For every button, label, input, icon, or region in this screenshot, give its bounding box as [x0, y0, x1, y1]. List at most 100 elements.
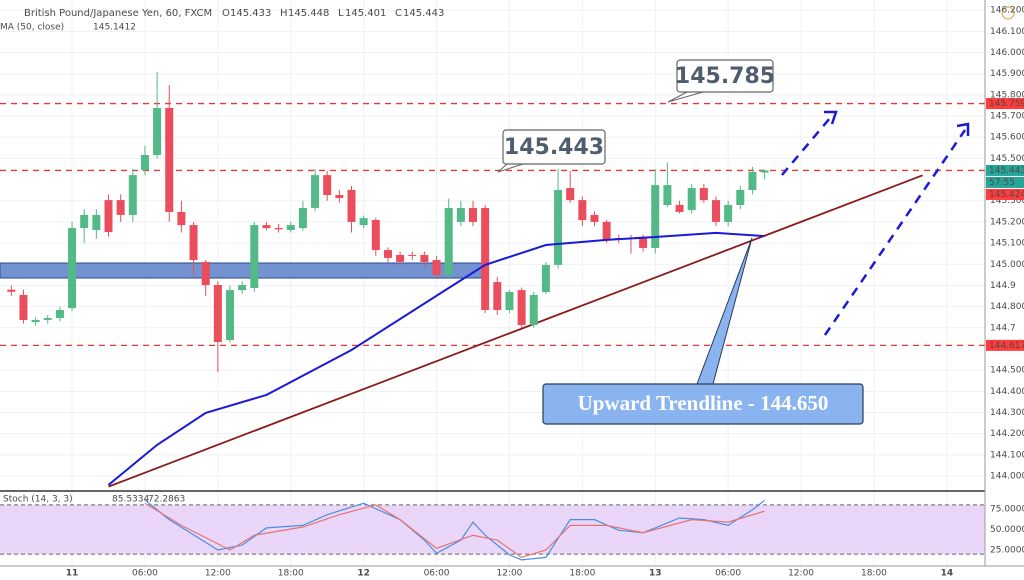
stoch-value: 72.2863 [148, 495, 185, 505]
ohlc-value: 145.448 [288, 8, 329, 19]
callout-box [676, 59, 774, 93]
candle-body [165, 107, 174, 212]
callout-box [542, 383, 864, 425]
candle-body [201, 261, 210, 286]
candle-body [724, 204, 733, 222]
candle-body [311, 175, 320, 208]
candle-body [699, 188, 708, 201]
candle-body [43, 318, 52, 320]
ohlc-label: H [280, 8, 288, 19]
stoch-band [0, 504, 985, 555]
candle-body [408, 254, 417, 256]
y-tick-label: 145.200 [990, 217, 1024, 227]
candle-body [80, 214, 89, 229]
overlay: British Pound/Japanese Yen, 60, FXCM Sto… [0, 0, 1024, 567]
arrow-head [956, 122, 970, 136]
price-badge [986, 164, 1024, 176]
stoch-panel [0, 499, 985, 561]
currency-icon[interactable] [1001, 6, 1015, 20]
y-tick-label: 144.400 [990, 387, 1024, 397]
candle-body [420, 254, 429, 262]
arrow-head [824, 110, 838, 125]
grid [0, 0, 985, 566]
candle-body [104, 200, 113, 233]
price-badge-label: 144.617 [989, 341, 1024, 351]
x-tick-label: 12:00 [788, 569, 814, 579]
y-tick-label: 145.000 [990, 260, 1024, 270]
candle-body [481, 207, 490, 311]
y-tick-label: 145.300 [990, 196, 1024, 206]
candle-body [177, 211, 186, 226]
y-tick-label: 145.600 [990, 133, 1024, 143]
price-badge [986, 188, 1024, 200]
y-tick-label: 145.100 [990, 239, 1024, 249]
candle-body [493, 282, 502, 311]
callout-text: 145.785 [675, 64, 775, 89]
x-tick-label: 06:00 [132, 569, 158, 579]
candle-body [663, 185, 672, 205]
candle-body [432, 260, 441, 276]
ma-legend: MA (50, close) [0, 23, 64, 33]
candle-body [736, 189, 745, 205]
candle-body [55, 310, 64, 319]
ohlc-label: O [222, 8, 230, 19]
candle-body [213, 285, 222, 342]
candle-body [238, 285, 247, 291]
candle-body [651, 185, 660, 248]
candle-body [505, 292, 514, 311]
callout-text: 145.443 [504, 135, 604, 160]
stoch-title: Stoch (14, 3, 3) [3, 495, 73, 505]
candle-body [541, 264, 550, 293]
price-badge [986, 339, 1024, 351]
y-tick-label: 145.800 [990, 90, 1024, 100]
y-tick-label: 145.500 [990, 154, 1024, 164]
candle-body [517, 290, 526, 326]
candle-body [128, 175, 137, 215]
candle-body [529, 294, 538, 326]
candle-body [189, 225, 198, 261]
x-tick-label: 13 [649, 569, 662, 579]
candle-body [444, 207, 453, 276]
candle-body [554, 189, 563, 265]
ohlc-value: 145.433 [230, 8, 271, 19]
ohlc-value: 145.443 [403, 8, 444, 19]
y-tick-label: 144.200 [990, 429, 1024, 439]
x-tick-label: 12:00 [496, 569, 522, 579]
candle-body [116, 200, 125, 215]
candle-body [274, 228, 283, 230]
candle-body [19, 294, 28, 320]
x-tick-label: 12 [357, 569, 370, 579]
ohlc-label: L [338, 8, 344, 19]
candle-body [347, 189, 356, 222]
x-tick-label: 18:00 [278, 569, 304, 579]
y-tick-label: 144.000 [990, 472, 1024, 482]
arrow [781, 117, 831, 176]
callout-text: Upward Trendline - 144.650 [578, 391, 829, 415]
candle-body [456, 207, 465, 222]
stoch-line [144, 502, 765, 559]
candle-body [675, 204, 684, 212]
candle-body [335, 195, 344, 198]
candle-body [140, 155, 149, 171]
candle-body [371, 220, 380, 251]
candle-body [748, 171, 757, 190]
candle-body [396, 254, 405, 262]
x-tick-label: 18:00 [569, 569, 595, 579]
candle-body [359, 218, 368, 226]
callout-box [502, 129, 606, 165]
chart-title: British Pound/Japanese Yen, 60, FXCM [24, 8, 212, 19]
ohlc-value: 145.401 [345, 8, 386, 19]
y-tick-label: 146.000 [990, 48, 1024, 58]
candle-body [68, 228, 77, 309]
x-tick-label: 18:00 [861, 569, 887, 579]
candle-body [590, 214, 599, 222]
y-tick-label: 146.100 [990, 27, 1024, 37]
price-badge-label: 145.759 [989, 99, 1024, 109]
y-tick-label: 50.0000 [990, 525, 1024, 535]
ma-value: 145.1412 [93, 23, 136, 33]
y-tick-label: 145.900 [990, 69, 1024, 79]
stoch-line [144, 499, 765, 561]
y-tick-label: 75.0000 [990, 504, 1024, 514]
